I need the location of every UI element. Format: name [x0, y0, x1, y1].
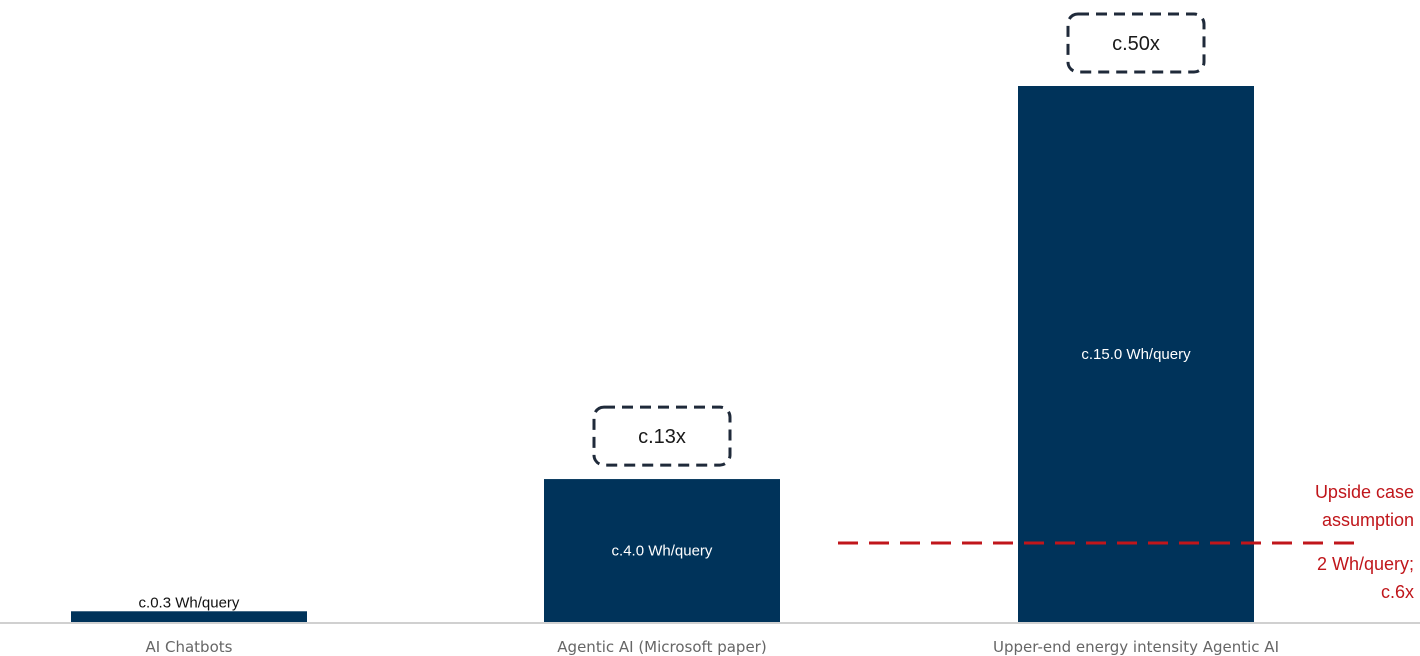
category-label-3: Upper-end energy intensity Agentic AI: [993, 638, 1279, 656]
reference-line-group: Upside case assumption 2 Wh/query; c.6x: [838, 482, 1414, 602]
bar-2: [544, 479, 780, 622]
bar-3: [1018, 86, 1254, 622]
value-label-3: c.15.0 Wh/query: [1081, 346, 1191, 363]
category-label-1: AI Chatbots: [146, 638, 233, 656]
reference-label-above-2: assumption: [1322, 510, 1414, 530]
bar-1: [71, 611, 307, 622]
value-label-2: c.4.0 Wh/query: [612, 543, 713, 560]
bars-group: c.0.3 Wh/query AI Chatbots c.4.0 Wh/query A…: [71, 12, 1279, 656]
multiplier-box-2: [592, 405, 732, 467]
reference-label-above-1: Upside case: [1315, 482, 1414, 502]
multiplier-box-3: [1066, 12, 1206, 74]
reference-label-below-2: c.6x: [1381, 582, 1414, 602]
multiplier-label-2: c.13x: [638, 426, 686, 448]
multiplier-label-3: c.50x: [1112, 33, 1160, 55]
reference-label-below-1: 2 Wh/query;: [1317, 554, 1414, 574]
category-label-2: Agentic AI (Microsoft paper): [557, 638, 766, 656]
value-label-1: c.0.3 Wh/query: [139, 594, 240, 611]
